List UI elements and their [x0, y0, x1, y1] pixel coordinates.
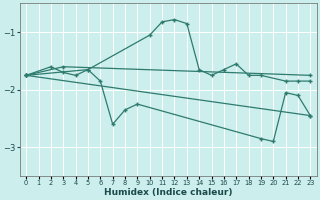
X-axis label: Humidex (Indice chaleur): Humidex (Indice chaleur)	[104, 188, 233, 197]
